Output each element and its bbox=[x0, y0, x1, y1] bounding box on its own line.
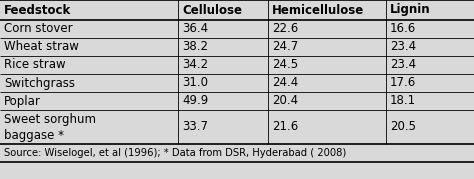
Text: 33.7: 33.7 bbox=[182, 120, 208, 134]
Text: Wheat straw: Wheat straw bbox=[4, 40, 79, 54]
Text: 24.4: 24.4 bbox=[272, 76, 298, 90]
Text: 23.4: 23.4 bbox=[390, 59, 416, 71]
Text: 18.1: 18.1 bbox=[390, 95, 416, 108]
Text: 38.2: 38.2 bbox=[182, 40, 208, 54]
Text: 20.5: 20.5 bbox=[390, 120, 416, 134]
Text: 21.6: 21.6 bbox=[272, 120, 298, 134]
Text: Rice straw: Rice straw bbox=[4, 59, 65, 71]
Text: 31.0: 31.0 bbox=[182, 76, 208, 90]
Text: Corn stover: Corn stover bbox=[4, 23, 73, 35]
Text: 49.9: 49.9 bbox=[182, 95, 208, 108]
Text: 24.7: 24.7 bbox=[272, 40, 298, 54]
Text: 16.6: 16.6 bbox=[390, 23, 416, 35]
Text: 22.6: 22.6 bbox=[272, 23, 298, 35]
Text: Lignin: Lignin bbox=[390, 4, 430, 16]
Text: Feedstock: Feedstock bbox=[4, 4, 71, 16]
Text: Hemicellulose: Hemicellulose bbox=[272, 4, 364, 16]
Text: 34.2: 34.2 bbox=[182, 59, 208, 71]
Text: 24.5: 24.5 bbox=[272, 59, 298, 71]
Text: Poplar: Poplar bbox=[4, 95, 41, 108]
Text: Switchgrass: Switchgrass bbox=[4, 76, 75, 90]
Text: 20.4: 20.4 bbox=[272, 95, 298, 108]
Text: 36.4: 36.4 bbox=[182, 23, 208, 35]
Text: Source: Wiselogel, et al (1996); * Data from DSR, Hyderabad ( 2008): Source: Wiselogel, et al (1996); * Data … bbox=[4, 148, 346, 158]
Text: Cellulose: Cellulose bbox=[182, 4, 242, 16]
Text: 23.4: 23.4 bbox=[390, 40, 416, 54]
Text: Sweet sorghum
baggase *: Sweet sorghum baggase * bbox=[4, 113, 96, 142]
Text: 17.6: 17.6 bbox=[390, 76, 416, 90]
